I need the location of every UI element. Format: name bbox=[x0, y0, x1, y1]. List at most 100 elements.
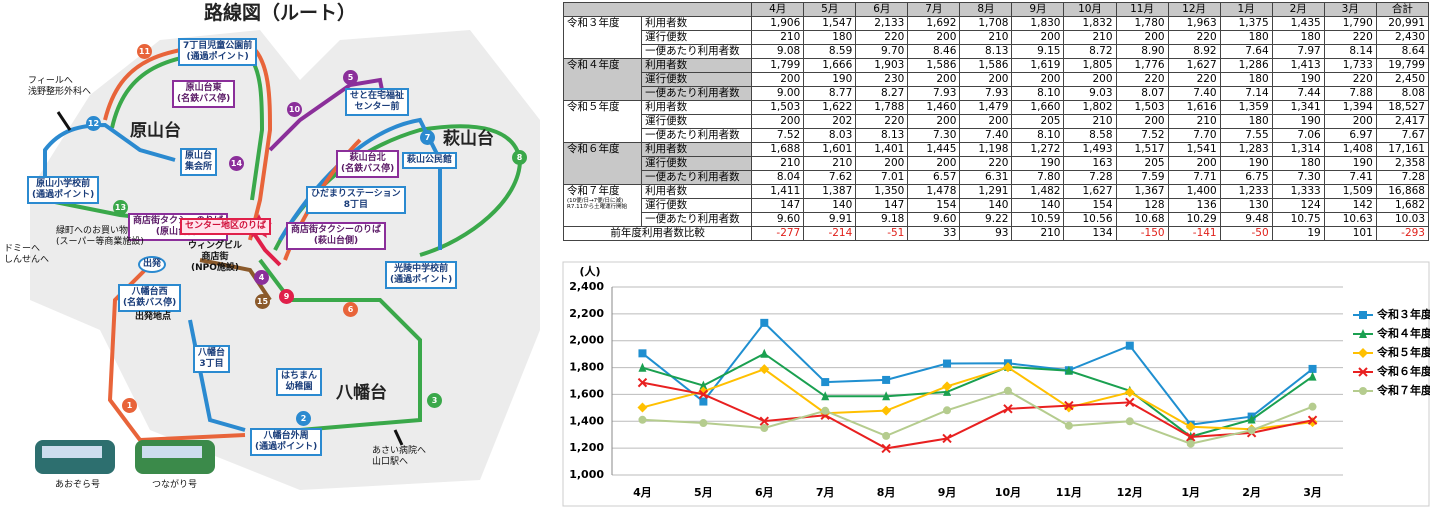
row-label: 前年度利用者数比較 bbox=[562, 226, 753, 241]
data-point bbox=[821, 378, 830, 387]
y-tick-label: 1,400 bbox=[569, 414, 604, 427]
year-note: (10便/日→7便/日に減) bbox=[567, 198, 624, 204]
data-point bbox=[881, 443, 891, 454]
data-point bbox=[1308, 364, 1317, 373]
x-tick-label: 4月 bbox=[633, 486, 652, 499]
data-point bbox=[882, 391, 891, 401]
route-number: 3 bbox=[427, 393, 442, 408]
table-row: 令和６年度 利用者数 1,688 1,601 1,401 1,445 1,198 1,272 1… bbox=[562, 142, 1430, 185]
data-point bbox=[943, 406, 952, 415]
header-cell: 8月 bbox=[959, 2, 1013, 17]
route-number: 2 bbox=[296, 411, 311, 426]
y-tick-label: 2,400 bbox=[569, 280, 604, 293]
bus-window bbox=[142, 446, 202, 458]
stop-label: 原山台 集会所 bbox=[180, 148, 218, 176]
data-point bbox=[698, 389, 709, 400]
table-row: 運行便数 210 210 200 200 220 190 163 205 200 190 180 190… bbox=[564, 156, 1430, 171]
route-line bbox=[199, 258, 272, 302]
table-row: 令和５年度 利用者数 1,503 1,622 1,788 1,460 1,479 1,660 1… bbox=[562, 100, 1430, 143]
y-tick-label: 1,200 bbox=[569, 441, 604, 454]
stop-label: 出発 bbox=[138, 256, 167, 273]
x-tick-label: 6月 bbox=[755, 486, 774, 499]
year-label: 令和６年度 bbox=[567, 143, 620, 156]
header-cell: 10月 bbox=[1063, 2, 1117, 17]
year-cell: 令和５年度 bbox=[562, 100, 643, 143]
x-tick-label: 11月 bbox=[1056, 486, 1082, 499]
data-point bbox=[1307, 417, 1318, 428]
arrow bbox=[393, 429, 404, 446]
x-tick-label: 10月 bbox=[995, 486, 1021, 499]
area-label: 原山台 bbox=[130, 121, 181, 141]
data-point bbox=[1003, 386, 1012, 395]
data-point bbox=[760, 318, 769, 327]
data-point bbox=[759, 364, 770, 375]
data-point bbox=[1307, 415, 1318, 425]
table-row: 一便あたり利用者数 9.60 9.91 9.18 9.60 9.22 10.59 10.56 1… bbox=[564, 212, 1430, 227]
x-tick-label: 3月 bbox=[1303, 486, 1322, 499]
row-label: 運行便数 bbox=[641, 72, 753, 87]
year-cell: 令和４年度 bbox=[562, 58, 643, 101]
stop-label: 商店街タクシーのりば (萩山台側) bbox=[286, 222, 387, 250]
data-cell: -277 bbox=[751, 226, 805, 241]
series-line bbox=[642, 366, 1313, 431]
data-point bbox=[1308, 402, 1317, 411]
stop-label: せと在宅福祉 センター前 bbox=[345, 88, 410, 116]
route-number: 14 bbox=[229, 156, 244, 171]
data-point bbox=[638, 415, 647, 424]
route-number: 1 bbox=[122, 398, 137, 413]
data-point bbox=[881, 405, 892, 416]
x-tick-label: 2月 bbox=[1242, 486, 1261, 499]
data-point bbox=[1064, 421, 1073, 430]
header-cell bbox=[562, 2, 753, 17]
stop-label: センター地区のりば bbox=[180, 218, 272, 235]
stop-label: 原山台東 (名鉄バス停) bbox=[172, 80, 236, 108]
destination-label: あさい病院へ 山口駅へ bbox=[372, 446, 427, 467]
area-label: 萩山台 bbox=[443, 129, 494, 149]
year-label: 令和３年度 bbox=[567, 17, 620, 30]
route-number: 10 bbox=[287, 102, 302, 117]
map-background bbox=[30, 30, 540, 490]
data-point bbox=[760, 424, 769, 432]
stop-label: 八幡台外周 (通過ポイント) bbox=[250, 428, 323, 456]
data-point bbox=[1125, 397, 1135, 408]
table-row: 前年度利用者数比較 -277 -214 -51 33 93 210 134 -150 -141 -5… bbox=[562, 226, 1430, 241]
legend-marker bbox=[1359, 329, 1367, 338]
data-cell: 101 bbox=[1323, 226, 1377, 241]
route-number: 8 bbox=[512, 150, 527, 165]
destination-label: 緑町へのお買い物 (スーパー等商業施設) bbox=[56, 226, 144, 247]
data-point bbox=[1125, 417, 1134, 426]
row-label: 利用者数 bbox=[641, 58, 753, 73]
data-point bbox=[1124, 387, 1135, 398]
data-point bbox=[1308, 371, 1317, 381]
data-point bbox=[882, 375, 891, 384]
data-cell: -50 bbox=[1219, 226, 1273, 241]
series-line bbox=[642, 389, 1313, 445]
data-cell: -293 bbox=[1375, 226, 1430, 241]
data-point bbox=[1186, 439, 1195, 448]
data-cell: 33 bbox=[907, 226, 961, 241]
data-point bbox=[1002, 362, 1013, 373]
header-cell: 合計 bbox=[1375, 2, 1430, 17]
stop-label: ひだまりステーション 8丁目 bbox=[306, 186, 406, 214]
data-point bbox=[821, 406, 830, 415]
data-point bbox=[637, 402, 648, 413]
stop-label: はちまん 幼稚園 bbox=[276, 368, 323, 396]
legend-label: 令和４年度 bbox=[1376, 326, 1430, 340]
stop-label: 原山小学校前 (通過ポイント) bbox=[27, 176, 100, 204]
data-point bbox=[637, 377, 648, 388]
data-cell: -141 bbox=[1167, 226, 1221, 241]
data-point bbox=[1185, 421, 1196, 432]
table-row: 運行便数 147 140 147 154 140 140 154 128 136 130 124 142… bbox=[564, 198, 1430, 213]
legend-label: 令和６年度 bbox=[1376, 364, 1430, 378]
data-cell: 2,450 bbox=[1375, 72, 1430, 87]
x-tick-label: 5月 bbox=[694, 486, 713, 499]
x-tick-label: 8月 bbox=[877, 486, 896, 499]
route-number: 15 bbox=[255, 294, 270, 309]
arrow bbox=[56, 111, 72, 131]
data-point bbox=[638, 349, 647, 358]
table-row: 一便あたり利用者数 7.52 8.03 8.13 7.30 7.40 8.10 8.58 7.5… bbox=[564, 128, 1430, 143]
data-point bbox=[1064, 400, 1074, 411]
y-tick-label: 1,800 bbox=[569, 361, 604, 374]
data-table: 4月 5月 6月 7月 8月 9月 10月 11月 12月 1月 2月 3月 合計 令和３年度 利用者数 1,… bbox=[562, 2, 1430, 241]
